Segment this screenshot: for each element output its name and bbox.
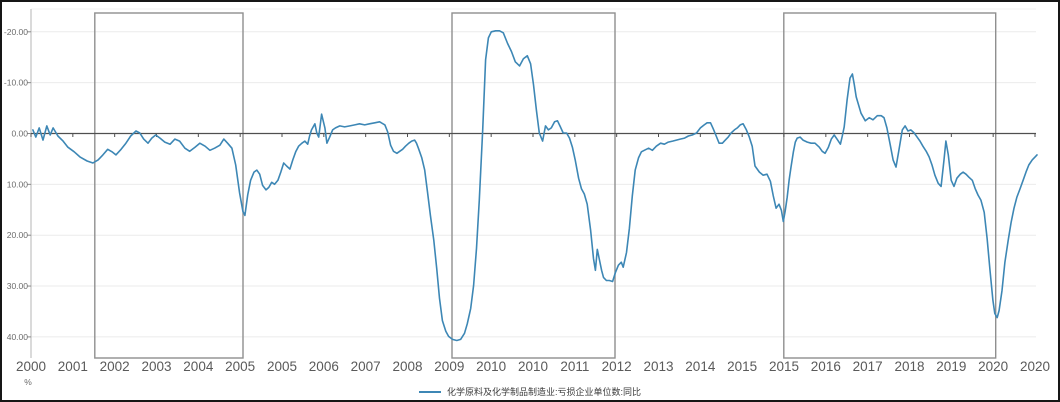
y-tick-label: 40.00 [7,332,29,342]
x-tick-label: 2015 [727,359,757,374]
legend-item[interactable]: 化学原料及化学制品制造业:亏损企业单位数:同比 [418,385,642,398]
x-tick-label: 2016 [811,359,841,374]
x-tick-label: 2000 [16,359,46,374]
x-tick-label: 2010 [476,359,506,374]
x-tick-label: 2014 [685,359,716,374]
y-tick-label: -10.00 [4,78,28,88]
x-tick-label: 2002 [100,359,130,374]
series-line [32,30,1038,342]
y-tick-label: 20.00 [7,230,29,240]
x-tick-label: 2011 [560,359,589,374]
x-tick-label: 2018 [894,359,924,374]
x-tick-label: 2012 [602,359,632,374]
highlight-box [783,12,997,359]
y-tick-label: 10.00 [7,179,29,189]
y-tick-label: 30.00 [7,281,29,291]
unit-label: % [24,377,32,387]
x-tick-label: 2020 [978,359,1008,374]
x-tick-label: 2007 [351,359,381,374]
x-tick-label: 2010 [518,359,548,374]
x-tick-label: 2017 [853,359,883,374]
x-tick-label: 2005 [225,359,255,374]
x-tick-label: 2009 [434,359,464,374]
x-tick-label: 2004 [183,359,214,374]
x-tick-label: 2013 [643,359,673,374]
legend-line-swatch [418,390,441,393]
highlight-box [94,12,244,359]
legend-label: 化学原料及化学制品制造业:亏损企业单位数:同比 [446,387,642,397]
y-tick-label: -20.00 [4,27,28,37]
x-tick-label: 2006 [309,359,339,374]
x-tick-label: 2008 [392,359,422,374]
x-tick-label: 2019 [936,359,966,374]
x-tick-label: 2001 [58,359,88,374]
x-tick-label: 2015 [769,359,799,374]
x-tick-label: 2003 [141,359,171,374]
x-tick-label: 2020 [1020,359,1050,374]
y-tick-label: 0.00 [11,129,28,139]
x-tick-label: 2005 [267,359,297,374]
highlight-box [451,12,616,359]
